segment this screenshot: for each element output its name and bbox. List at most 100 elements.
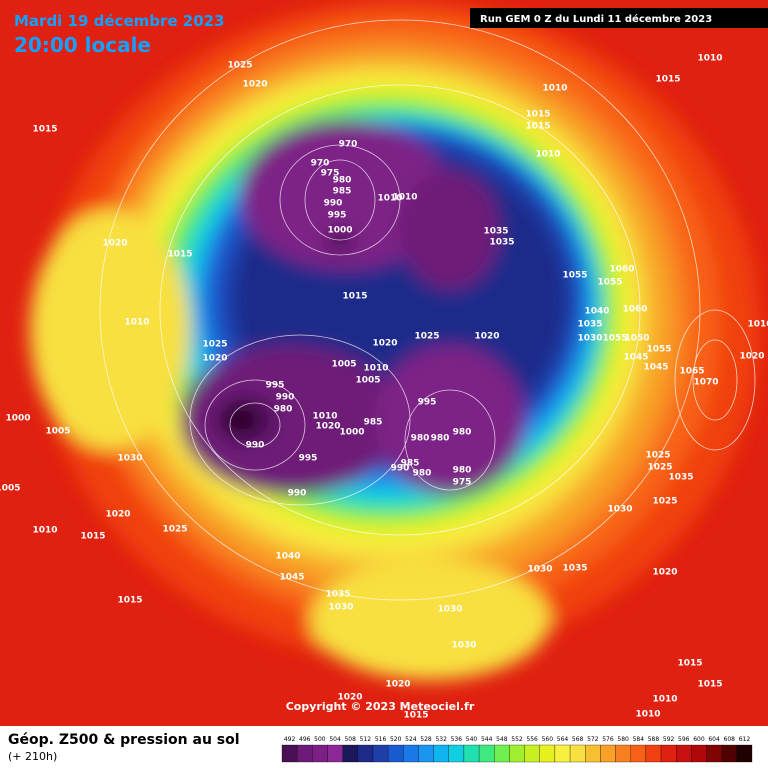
scale-swatch [357, 744, 374, 763]
isobars [99, 19, 756, 601]
isobar-label: 1035 [483, 227, 508, 237]
scale-label: 516 [375, 736, 387, 743]
scale-label: 548 [496, 736, 508, 743]
isobar-label: 1005 [331, 360, 356, 370]
isobar-label: 1015 [342, 292, 367, 302]
scale-swatch [433, 744, 449, 763]
isobar-label: 1020 [102, 239, 127, 249]
isobar-label: 1025 [162, 525, 187, 535]
isobar-label: 1010 [363, 364, 388, 374]
scale-swatch [372, 744, 389, 763]
isobar-label: 1020 [739, 352, 764, 362]
isobar-label: 1010 [542, 84, 567, 94]
isobar-label: 1035 [668, 473, 693, 483]
isobar-label: 1010 [535, 150, 560, 160]
scale-label: 532 [435, 736, 447, 743]
scale-label: 604 [708, 736, 720, 743]
isobar-label: 995 [418, 398, 437, 408]
copyright: Copyright © 2023 Meteociel.fr [286, 700, 475, 713]
isobar-label: 1030 [527, 565, 552, 575]
isobar-label: 1010 [652, 695, 677, 705]
isobar-label: 1015 [525, 122, 550, 132]
isobar-label: 995 [299, 454, 318, 464]
isobar-label: 1015 [655, 75, 680, 85]
isobar-label: 990 [288, 489, 307, 499]
scale-swatch [494, 744, 510, 763]
isobar-label: 1060 [609, 265, 634, 275]
isobar-label: 1025 [647, 463, 672, 473]
scale-swatch [554, 744, 571, 763]
scale-label: 540 [466, 736, 478, 743]
isobar-label: 1035 [577, 320, 602, 330]
isobar-label: 1065 [679, 367, 704, 377]
scale-label: 492 [284, 736, 296, 743]
scale-swatch [281, 744, 298, 763]
isobar-label: 1020 [652, 568, 677, 578]
scale-swatch [645, 744, 662, 763]
isobar-label: 1015 [677, 659, 702, 669]
yellow-ridge [310, 560, 550, 680]
scale-swatch [691, 744, 707, 763]
scale-label: 536 [451, 736, 463, 743]
isobar-label: 980 [431, 434, 450, 444]
isobar-label: 980 [333, 176, 352, 186]
isobar-label: 970 [339, 140, 358, 150]
low-centre [400, 170, 500, 290]
isobar-label: 1025 [645, 451, 670, 461]
isobar-label: 1005 [355, 376, 380, 386]
isobar-label: 1035 [489, 238, 514, 248]
isobar-label: 1070 [693, 378, 718, 388]
date: Mardi 19 décembre 2023 [14, 12, 225, 30]
isobar-label: 990 [324, 199, 343, 209]
scale-label: 496 [299, 736, 311, 743]
low-centre [180, 345, 400, 495]
isobar-label: 1015 [403, 711, 428, 721]
isobar-label: 985 [401, 459, 420, 469]
isobar-label: 1025 [414, 332, 439, 342]
scale-label: 564 [557, 736, 569, 743]
isobar-label: 1010 [747, 320, 768, 330]
scale-swatch [448, 744, 465, 763]
isobar-label: 1025 [202, 340, 227, 350]
isobar-label: 1035 [325, 590, 350, 600]
low-core [225, 408, 255, 432]
scale-label: 524 [405, 736, 417, 743]
scale-label: 572 [587, 736, 599, 743]
scale-swatch [736, 744, 753, 763]
isobar-label: 1010 [392, 193, 417, 203]
scale-label: 584 [633, 736, 645, 743]
scale-swatch [721, 744, 737, 763]
isobar-label: 1015 [525, 110, 550, 120]
isobar-label: 990 [276, 393, 295, 403]
height-field [30, 0, 760, 680]
isobar-label: 1015 [32, 125, 57, 135]
scale-label: 504 [329, 736, 341, 743]
isobar-label: 980 [274, 405, 293, 415]
isobar-label: 1055 [646, 345, 671, 355]
scale-label: 560 [542, 736, 554, 743]
isobar-label: 1020 [105, 510, 130, 520]
isobar-label: 1050 [624, 334, 649, 344]
footer-title: Géop. Z500 & pression au sol [8, 732, 240, 748]
scale-label: 568 [572, 736, 584, 743]
isobar-label: 995 [266, 381, 285, 391]
scale-swatch [403, 744, 419, 763]
low-centre [240, 120, 450, 270]
isobar-label: 1020 [315, 422, 340, 432]
scale-label: 528 [420, 736, 432, 743]
scale-swatch [478, 744, 495, 763]
isobar-label: 1000 [339, 428, 364, 438]
isobar-label: 1015 [697, 680, 722, 690]
run-box [470, 8, 768, 28]
scale-label: 600 [693, 736, 705, 743]
isobar-label: 1020 [337, 693, 362, 703]
lead-time: (+ 210h) [8, 750, 57, 763]
scale-swatch [600, 744, 616, 763]
isobar-label: 1015 [80, 532, 105, 542]
isobar-label: 980 [453, 466, 472, 476]
scale-swatch [539, 744, 556, 763]
isobar-label: 1030 [437, 605, 462, 615]
isobar-label: 1030 [577, 334, 602, 344]
scale-swatch [387, 744, 404, 763]
